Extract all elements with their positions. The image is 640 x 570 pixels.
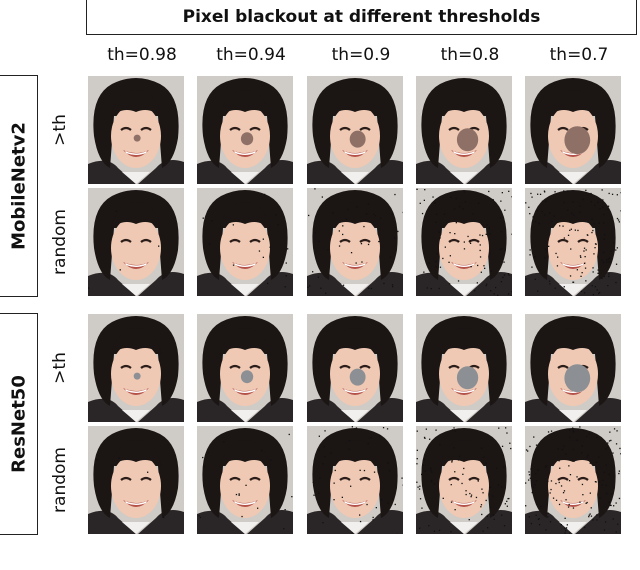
column-label-2: th=0.9: [331, 45, 391, 65]
row-label-resnet-th: >th: [50, 352, 70, 384]
model-label-mobilenetv2: MobileNetv2: [8, 122, 29, 250]
row-label-resnet-random: random: [50, 447, 70, 513]
column-label-4: th=0.7: [549, 45, 609, 65]
face-image-mobilenet-th-0: [88, 76, 184, 184]
face-image-mobilenet-random-3: [416, 188, 512, 296]
face-image-resnet-random-3: [416, 426, 512, 534]
face-image-resnet-random-2: [307, 426, 403, 534]
model-group-resnet50: ResNet50: [0, 313, 38, 535]
model-group-mobilenetv2: MobileNetv2: [0, 75, 38, 297]
face-image-resnet-random-0: [88, 426, 184, 534]
face-image-mobilenet-th-1: [197, 76, 293, 184]
face-image-mobilenet-random-0: [88, 188, 184, 296]
column-label-3: th=0.8: [440, 45, 500, 65]
face-image-mobilenet-th-2: [307, 76, 403, 184]
face-image-resnet-th-4: [525, 314, 621, 422]
model-label-resnet50: ResNet50: [8, 375, 29, 473]
face-image-mobilenet-random-1: [197, 188, 293, 296]
column-label-1: th=0.94: [216, 45, 286, 65]
face-image-resnet-random-1: [197, 426, 293, 534]
face-image-resnet-th-2: [307, 314, 403, 422]
face-image-mobilenet-th-4: [525, 76, 621, 184]
column-label-0: th=0.98: [107, 45, 177, 65]
face-image-mobilenet-random-2: [307, 188, 403, 296]
face-image-resnet-th-0: [88, 314, 184, 422]
face-image-resnet-random-4: [525, 426, 621, 534]
face-image-resnet-th-3: [416, 314, 512, 422]
row-label-mobilenet-th: >th: [50, 114, 70, 146]
face-image-mobilenet-th-3: [416, 76, 512, 184]
face-image-resnet-th-1: [197, 314, 293, 422]
figure-title: Pixel blackout at different thresholds: [86, 0, 637, 35]
row-label-mobilenet-random: random: [50, 209, 70, 275]
face-image-mobilenet-random-4: [525, 188, 621, 296]
